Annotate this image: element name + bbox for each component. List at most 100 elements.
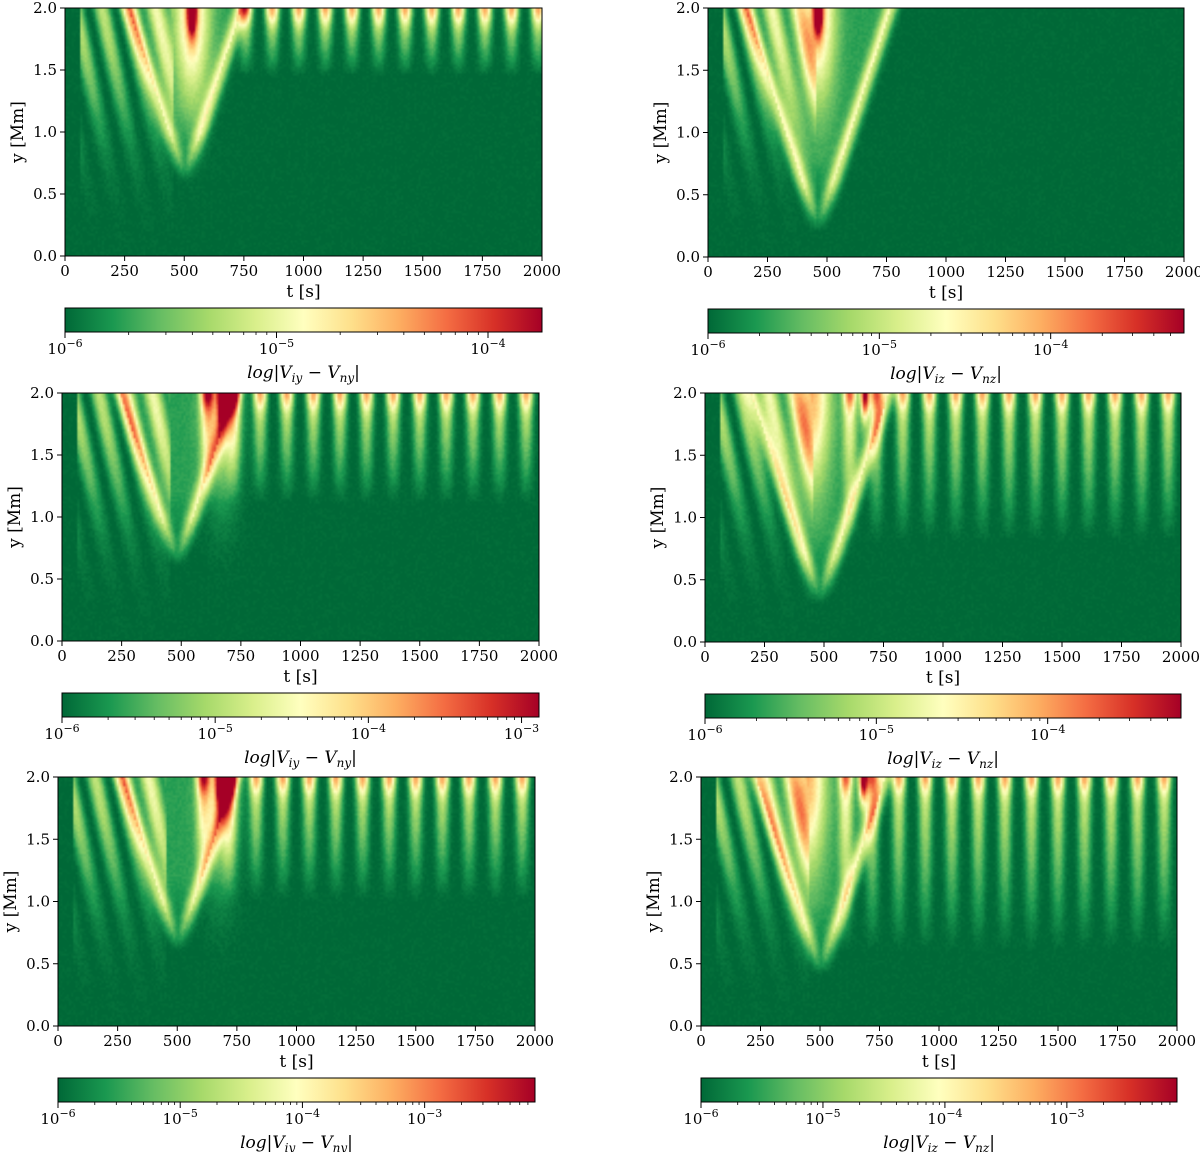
y-tick-label: 1.5 — [673, 446, 697, 464]
x-tick-label: 0 — [53, 1032, 63, 1050]
heatmap-image — [62, 393, 539, 641]
y-tick-label: 0.5 — [673, 571, 697, 589]
x-tick-label: 1750 — [1105, 263, 1143, 281]
x-tick-label: 1500 — [1043, 648, 1081, 666]
colorbar-label: log|Viy − Vny| — [247, 363, 360, 385]
x-tick-label: 1750 — [460, 647, 498, 665]
x-tick-label: 1250 — [344, 262, 382, 280]
panel-middle-right: 0 250 500 750 1000 1250 1500 1750 2000 0.0 0.5 1.0 1… — [648, 384, 1200, 771]
x-tick-label: 1000 — [284, 262, 322, 280]
y-tick-label: 1.0 — [673, 509, 697, 527]
x-tick-label: 500 — [810, 648, 839, 666]
x-tick-label: 500 — [170, 262, 199, 280]
colorbar-tick-label: 10−3 — [407, 1107, 442, 1128]
heatmap-image — [708, 8, 1184, 257]
x-tick-label: 2000 — [1158, 1032, 1196, 1050]
x-tick-label: 1500 — [1039, 1032, 1077, 1050]
x-tick-label: 0 — [703, 263, 713, 281]
x-tick-label: 1250 — [986, 263, 1024, 281]
colorbar-label: log|Viz − Vnz| — [887, 749, 999, 771]
x-tick-label: 250 — [753, 263, 782, 281]
y-tick-label: 0.5 — [669, 955, 693, 973]
colorbar-tick-label: 10−5 — [859, 723, 894, 744]
x-tick-label: 1000 — [920, 1032, 958, 1050]
x-tick-label: 750 — [872, 263, 901, 281]
colorbar — [64, 307, 543, 333]
y-tick-label: 2.0 — [33, 0, 57, 17]
x-tick-label: 0 — [700, 648, 710, 666]
x-tick-label: 250 — [103, 1032, 132, 1050]
colorbar-tick-label: 10−6 — [40, 1107, 75, 1128]
y-tick-label: 1.5 — [669, 830, 693, 848]
y-axis-label: y [Mm] — [5, 486, 25, 549]
colorbar-tick-label: 10−6 — [687, 723, 722, 744]
x-tick-label: 1250 — [983, 648, 1021, 666]
colorbar-tick-label: 10−4 — [1030, 723, 1065, 744]
y-tick-label: 0.0 — [676, 248, 700, 266]
y-tick-label: 1.0 — [26, 893, 50, 911]
y-tick-label: 1.5 — [30, 446, 54, 464]
colorbar-tick-label: 10−5 — [862, 338, 897, 359]
x-tick-label: 2000 — [523, 262, 561, 280]
y-tick-label: 1.5 — [26, 830, 50, 848]
colorbar-tick-label: 10−5 — [198, 722, 233, 743]
x-tick-label: 1500 — [397, 1032, 435, 1050]
y-tick-label: 1.0 — [669, 893, 693, 911]
colorbar-label: log|Viy − Vny| — [240, 1133, 353, 1152]
y-tick-label: 0.0 — [30, 632, 54, 650]
x-tick-label: 1500 — [1046, 263, 1084, 281]
x-tick-label: 1250 — [979, 1032, 1017, 1050]
x-tick-label: 2000 — [1162, 648, 1200, 666]
x-axis-label: t [s] — [922, 1052, 956, 1072]
y-axis-label: y [Mm] — [8, 101, 28, 164]
panel-top-left: 0 250 500 750 1000 1250 1500 1750 2000 0.0 0.5 1.0 1… — [8, 0, 561, 385]
colorbar — [61, 692, 540, 718]
colorbar-tick-label: 10−4 — [1033, 338, 1068, 359]
colorbar-tick-label: 10−5 — [805, 1107, 840, 1128]
x-tick-label: 750 — [227, 647, 256, 665]
x-tick-label: 1500 — [401, 647, 439, 665]
y-tick-label: 1.5 — [33, 61, 57, 79]
x-tick-label: 1250 — [341, 647, 379, 665]
x-tick-label: 2000 — [520, 647, 558, 665]
y-tick-label: 2.0 — [676, 0, 700, 17]
y-axis-label: y [Mm] — [651, 102, 671, 165]
colorbar-tick-label: 10−6 — [683, 1107, 718, 1128]
y-tick-label: 1.0 — [676, 124, 700, 142]
x-tick-label: 2000 — [516, 1032, 554, 1050]
x-tick-label: 250 — [750, 648, 779, 666]
x-tick-label: 1000 — [927, 263, 965, 281]
y-tick-label: 2.0 — [30, 384, 54, 402]
y-tick-label: 0.0 — [673, 633, 697, 651]
y-tick-label: 0.0 — [33, 247, 57, 265]
x-tick-label: 750 — [869, 648, 898, 666]
y-tick-label: 0.0 — [669, 1017, 693, 1035]
x-tick-label: 750 — [865, 1032, 894, 1050]
y-tick-label: 0.5 — [30, 570, 54, 588]
x-tick-label: 1000 — [924, 648, 962, 666]
x-tick-label: 1750 — [463, 262, 501, 280]
colorbar-tick-label: 10−3 — [1049, 1107, 1084, 1128]
x-tick-label: 1750 — [456, 1032, 494, 1050]
colorbar-tick-label: 10−4 — [285, 1107, 320, 1128]
colorbar-label: log|Viz − Vnz| — [883, 1133, 995, 1152]
heatmap-image — [701, 777, 1177, 1026]
x-axis-label: t [s] — [286, 282, 320, 302]
panel-top-right: 0 250 500 750 1000 1250 1500 1750 2000 0.0 0.5 1.0 1… — [651, 0, 1200, 386]
panel-bottom-right: 0 250 500 750 1000 1250 1500 1750 2000 0.0 0.5 1.0 1… — [644, 768, 1196, 1152]
x-tick-label: 250 — [107, 647, 136, 665]
x-axis-label: t [s] — [283, 667, 317, 687]
colorbar-tick-label: 10−4 — [927, 1107, 962, 1128]
x-tick-label: 1750 — [1098, 1032, 1136, 1050]
colorbar — [707, 308, 1185, 334]
colorbar-tick-label: 10−3 — [504, 722, 539, 743]
x-axis-label: t [s] — [926, 668, 960, 688]
x-tick-label: 750 — [223, 1032, 252, 1050]
colorbar-label: log|Viz − Vnz| — [890, 364, 1002, 386]
y-tick-label: 0.5 — [33, 185, 57, 203]
y-tick-label: 0.5 — [676, 186, 700, 204]
colorbar-tick-label: 10−4 — [470, 337, 505, 358]
x-tick-label: 1750 — [1102, 648, 1140, 666]
colorbar-tick-label: 10−5 — [163, 1107, 198, 1128]
x-tick-label: 750 — [230, 262, 259, 280]
